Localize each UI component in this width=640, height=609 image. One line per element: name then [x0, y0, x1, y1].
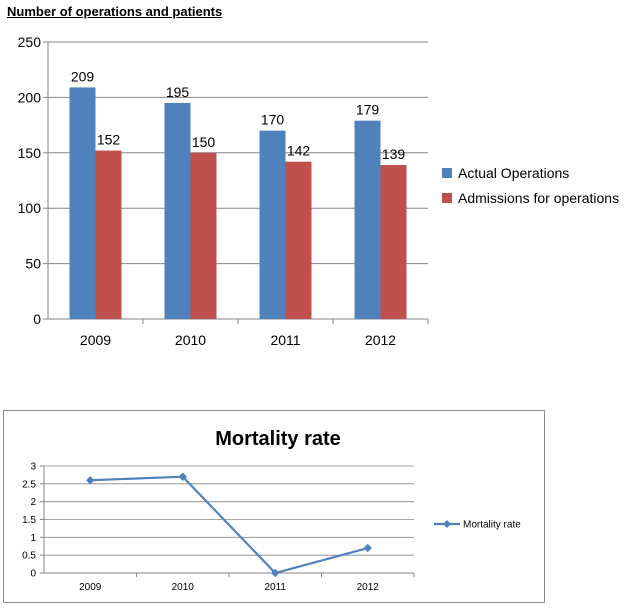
data-label: 139 — [382, 146, 406, 162]
y-tick-label: 3 — [30, 462, 36, 473]
x-tick-label: 2011 — [264, 582, 286, 593]
x-tick-label: 2010 — [175, 332, 206, 348]
data-label: 170 — [261, 112, 285, 128]
data-label: 179 — [356, 102, 380, 118]
legend-marker — [443, 520, 451, 528]
y-tick-label: 250 — [18, 34, 42, 50]
data-label: 209 — [71, 68, 95, 84]
data-point-2009 — [86, 476, 95, 485]
line-chart-mortality: Mortality rate 0 0.5 1 1.5 2 2.5 3 2009 2010 2011… — [22, 428, 521, 593]
bar-actual-operations-2010 — [164, 102, 191, 319]
data-point-2011 — [271, 568, 280, 578]
y-tick-label: 100 — [18, 200, 42, 216]
legend-label: Actual Operations — [458, 165, 569, 181]
x-tick-label: 2011 — [270, 332, 300, 348]
chart-axes: 0 50 100 150 200 250 2009 2010 2011 2012 — [18, 34, 429, 348]
y-tick-label: 2 — [30, 497, 36, 508]
y-tick-label: 150 — [18, 145, 42, 161]
data-label: 142 — [287, 143, 311, 159]
bars — [69, 87, 407, 319]
series-line-mortality-rate — [90, 475, 369, 575]
bar-chart-operations: 0 50 100 150 200 250 2009 2010 2011 2012 209 152 19… — [18, 34, 619, 348]
y-tick-label: 2.5 — [22, 479, 36, 490]
bar-actual-operations-2012 — [354, 120, 381, 319]
chart-title-mortality: Mortality rate — [215, 428, 341, 450]
mortality-chart-frame: Mortality rate 0 0.5 1 1.5 2 2.5 3 2009 2010 2011… — [3, 410, 545, 603]
chart-grid — [44, 465, 414, 556]
bar-actual-operations-2009 — [69, 87, 96, 319]
bar-admissions-2011 — [285, 161, 312, 319]
data-label: 150 — [192, 134, 216, 150]
x-tick-label: 2009 — [79, 582, 102, 593]
bar-admissions-2012 — [380, 164, 407, 319]
bar-admissions-2009 — [95, 150, 122, 319]
chart-axes: 0 0.5 1 1.5 2 2.5 3 2009 2010 2011 2012 — [22, 462, 415, 593]
data-point-2012 — [363, 543, 372, 553]
bar-admissions-2010 — [190, 152, 217, 319]
legend-swatch — [442, 193, 452, 203]
x-tick-label: 2009 — [80, 332, 111, 348]
legend-label: Admissions for operations — [458, 190, 619, 206]
legend-swatch — [442, 168, 452, 178]
y-tick-label: 1.5 — [22, 515, 36, 526]
series-line — [86, 472, 372, 578]
legend: Actual Operations Admissions for operatio… — [442, 165, 619, 206]
data-point-2010 — [178, 472, 187, 481]
y-tick-label: 0 — [30, 569, 36, 580]
y-tick-label: 1 — [30, 533, 36, 544]
y-tick-label: 0 — [33, 311, 41, 327]
y-tick-label: 50 — [25, 256, 41, 272]
y-tick-label: 0.5 — [22, 551, 36, 562]
bar-actual-operations-2011 — [259, 130, 286, 319]
data-label: 195 — [166, 84, 190, 100]
data-label: 152 — [97, 132, 121, 148]
x-tick-label: 2010 — [172, 582, 195, 593]
legend: Mortality rate — [434, 520, 521, 531]
x-tick-label: 2012 — [365, 332, 396, 348]
y-tick-label: 200 — [18, 89, 42, 105]
x-tick-label: 2012 — [357, 582, 380, 593]
chart-title-operations: Number of operations and patients — [7, 4, 223, 19]
legend-label: Mortality rate — [463, 520, 521, 531]
